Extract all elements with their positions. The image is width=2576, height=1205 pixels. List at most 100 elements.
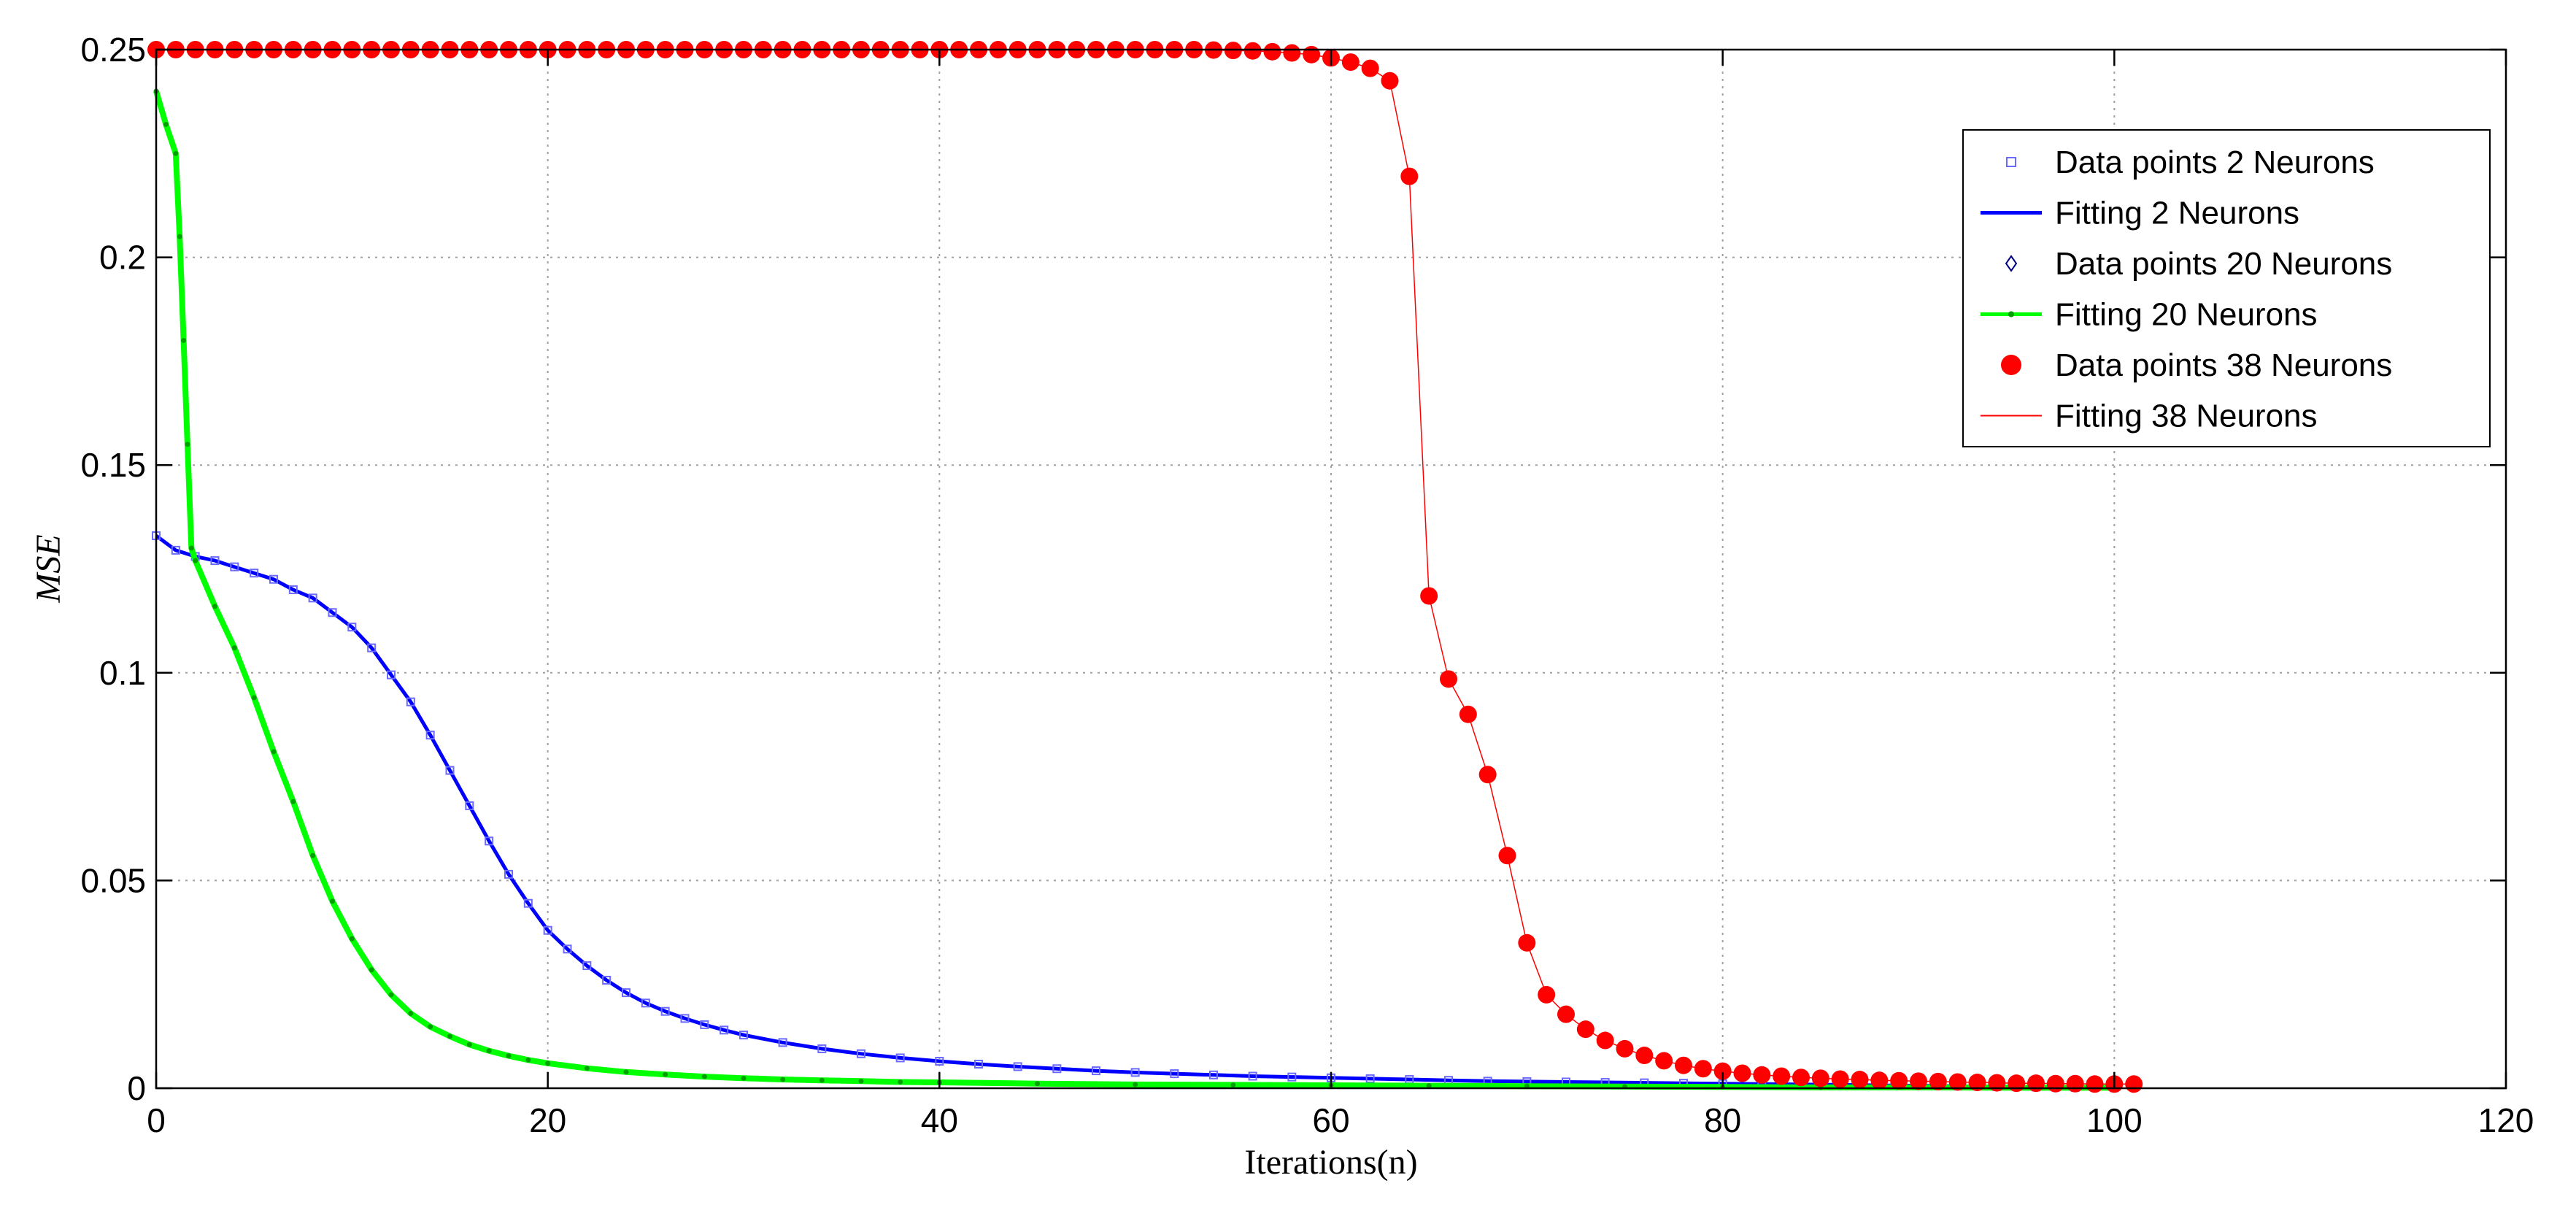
point-20-neurons: [310, 852, 316, 858]
point-20-neurons: [251, 695, 257, 701]
point-20-neurons: [486, 1048, 492, 1054]
point-2-neurons: [387, 670, 396, 680]
point-20-neurons: [271, 749, 277, 755]
point-2-neurons: [602, 976, 612, 985]
point-20-neurons: [525, 1057, 531, 1063]
y-tick-label: 0.25: [80, 31, 146, 69]
point-2-neurons: [465, 801, 474, 810]
point-38-neurons: [2008, 1074, 2026, 1093]
point-38-neurons: [1851, 1071, 1869, 1089]
point-2-neurons: [563, 944, 572, 954]
point-2-neurons: [445, 766, 455, 775]
point-2-neurons: [269, 574, 278, 584]
y-tick-label: 0.15: [80, 446, 146, 484]
point-20-neurons: [1035, 1081, 1040, 1087]
legend-marker-swatch: [2006, 157, 2016, 167]
point-20-neurons: [1426, 1083, 1432, 1089]
point-38-neurons: [1243, 42, 1262, 60]
point-20-neurons: [212, 604, 217, 609]
point-38-neurons: [1733, 1064, 1751, 1082]
point-38-neurons: [2046, 1074, 2064, 1093]
point-38-neurons: [1890, 1071, 1908, 1090]
point-2-neurons: [1170, 1069, 1179, 1079]
point-38-neurons: [1440, 670, 1457, 688]
point-2-neurons: [328, 608, 337, 617]
point-20-neurons: [447, 1033, 452, 1039]
legend-label: Fitting 38 Neurons: [2055, 399, 2318, 434]
point-38-neurons: [1381, 72, 1399, 90]
point-38-neurons: [1557, 1005, 1575, 1023]
point-2-neurons: [1052, 1064, 1062, 1074]
point-20-neurons: [181, 337, 187, 343]
point-38-neurons: [1478, 766, 1497, 784]
point-2-neurons: [1248, 1071, 1257, 1081]
point-20-neurons: [466, 1042, 472, 1047]
point-38-neurons: [1283, 44, 1301, 62]
point-2-neurons: [485, 836, 494, 846]
point-38-neurons: [1361, 59, 1379, 77]
legend-label: Data points 20 Neurons: [2055, 246, 2392, 282]
point-2-neurons: [288, 585, 298, 594]
point-20-neurons: [428, 1024, 433, 1030]
point-38-neurons: [1811, 1069, 1829, 1087]
point-2-neurons: [739, 1031, 748, 1040]
legend-box: [1962, 129, 2491, 447]
point-2-neurons: [250, 569, 259, 578]
point-2-neurons: [523, 898, 533, 908]
point-20-neurons: [819, 1077, 825, 1083]
point-38-neurons: [2125, 1075, 2143, 1093]
point-38-neurons: [1518, 933, 1536, 952]
point-38-neurons: [1498, 847, 1516, 865]
point-20-neurons: [388, 992, 394, 998]
point-38-neurons: [1968, 1074, 1986, 1092]
point-38-neurons: [1420, 587, 1438, 605]
x-tick-label: 80: [1704, 1101, 1741, 1139]
point-2-neurons: [367, 643, 377, 652]
point-38-neurons: [1400, 167, 1419, 185]
point-38-neurons: [1929, 1072, 1947, 1090]
point-2-neurons: [895, 1053, 905, 1063]
point-38-neurons: [1263, 42, 1281, 61]
point-20-neurons: [898, 1079, 903, 1085]
point-38-neurons: [1576, 1020, 1594, 1039]
grid-lines: [156, 50, 2506, 1088]
point-2-neurons: [1130, 1068, 1140, 1077]
x-tick-label: 20: [529, 1101, 566, 1139]
point-2-neurons: [622, 988, 630, 998]
point-20-neurons: [185, 442, 190, 447]
point-20-neurons: [780, 1077, 786, 1082]
point-2-neurons: [935, 1057, 944, 1066]
y-tick-label: 0: [127, 1069, 146, 1107]
point-2-neurons: [543, 925, 552, 935]
point-2-neurons: [1013, 1062, 1022, 1071]
point-20-neurons: [290, 798, 296, 804]
point-2-neurons: [680, 1014, 690, 1023]
point-38-neurons: [1988, 1074, 2006, 1092]
point-38-neurons: [1792, 1069, 1810, 1087]
point-38-neurons: [1459, 705, 1477, 723]
point-38-neurons: [1655, 1052, 1673, 1070]
point-38-neurons: [2066, 1074, 2084, 1093]
point-2-neurons: [1209, 1070, 1218, 1079]
point-20-neurons: [349, 936, 355, 942]
point-2-neurons: [660, 1006, 670, 1016]
legend-marker-swatch: [2008, 311, 2014, 317]
point-38-neurons: [1773, 1067, 1791, 1085]
point-20-neurons: [1230, 1082, 1236, 1087]
point-38-neurons: [1303, 45, 1321, 63]
point-38-neurons: [1910, 1072, 1927, 1090]
legend: Data points 2 Neurons Fitting 2 Neurons Da…: [1962, 129, 2491, 447]
x-tick-label: 40: [921, 1101, 958, 1139]
x-axis-label: Iterations(n): [1244, 1143, 1417, 1182]
point-2-neurons: [974, 1059, 983, 1069]
point-20-neurons: [584, 1066, 590, 1071]
point-2-neurons: [171, 545, 180, 555]
point-2-neurons: [406, 697, 415, 707]
point-2-neurons: [1092, 1066, 1100, 1076]
legend-label: Data points 2 Neurons: [2055, 145, 2375, 180]
legend-label: Fitting 20 Neurons: [2055, 297, 2318, 333]
point-20-neurons: [193, 558, 198, 563]
point-20-neurons: [173, 150, 179, 156]
point-38-neurons: [2027, 1074, 2045, 1093]
point-38-neurons: [1870, 1071, 1889, 1090]
